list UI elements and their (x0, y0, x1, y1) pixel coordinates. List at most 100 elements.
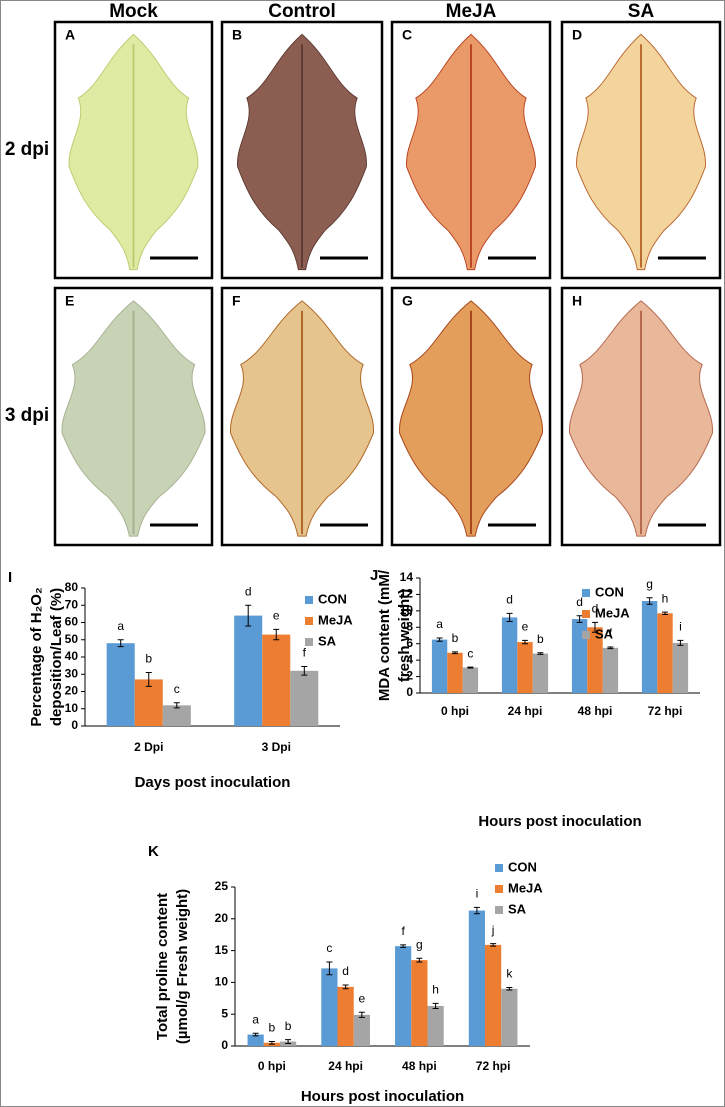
y-tick-label: 10 (400, 603, 414, 617)
legend-swatch (495, 864, 503, 872)
bar (290, 670, 319, 726)
significance-letter: i (679, 620, 682, 634)
error-bar (432, 1002, 439, 1009)
panel-letter: H (572, 293, 582, 309)
legend-label: SA (318, 633, 337, 648)
significance-letter: c (467, 646, 473, 660)
bar (501, 988, 518, 1046)
x-tick-label: 0 hpi (258, 1059, 286, 1073)
bar (431, 639, 448, 693)
error-bar (326, 961, 333, 976)
legend-label: SA (508, 901, 527, 916)
y-tick-label: 60 (65, 615, 79, 629)
y-tick-label: 15 (215, 943, 229, 957)
bar (447, 652, 463, 693)
significance-letter: h (662, 591, 669, 605)
y-axis-label: Percentage of H₂O₂ (28, 587, 45, 726)
error-bar (677, 639, 684, 646)
y-axis-label: MDA content (mM/ (376, 569, 393, 701)
panel-label: K (148, 843, 159, 860)
error-bar (301, 665, 308, 676)
column-header: MeJA (446, 1, 497, 22)
x-tick-label: 48 hpi (578, 704, 613, 718)
bar (321, 968, 338, 1046)
legend-swatch (305, 596, 313, 604)
significance-letter: g (646, 577, 653, 591)
x-axis-label: Hours post inoculation (478, 813, 641, 830)
significance-letter: b (452, 631, 459, 645)
error-bar (400, 944, 407, 948)
y-tick-label: 50 (65, 632, 79, 646)
panel-letter: E (65, 293, 74, 309)
bar (395, 946, 412, 1046)
bar (162, 705, 191, 726)
bar (657, 613, 673, 693)
significance-letter: d (245, 584, 252, 598)
y-tick-label: 14 (400, 570, 414, 584)
error-bar (416, 957, 423, 963)
y-axis-label: (µmol/g Fresh weight) (174, 889, 191, 1044)
significance-letter: g (416, 937, 423, 951)
y-tick-label: 20 (65, 684, 79, 698)
significance-letter: e (522, 620, 529, 634)
bar (411, 960, 428, 1046)
bar (134, 679, 163, 726)
leaf-photo (68, 33, 199, 271)
significance-letter: a (252, 1012, 259, 1026)
x-tick-label: 24 hpi (328, 1059, 363, 1073)
y-tick-label: 0 (221, 1038, 228, 1052)
legend-label: MeJA (318, 612, 353, 627)
panel-label: J (370, 567, 378, 584)
error-bar (490, 943, 497, 947)
legend-label: MeJA (595, 605, 630, 620)
significance-letter: d (506, 592, 513, 606)
leaf-photo (236, 33, 368, 271)
y-tick-label: 25 (215, 879, 229, 893)
significance-letter: c (174, 682, 180, 696)
y-tick-label: 10 (215, 975, 229, 989)
y-tick-label: 8 (406, 619, 413, 633)
y-tick-label: 10 (65, 701, 79, 715)
error-bar (506, 612, 513, 623)
panel-letter: C (402, 27, 412, 43)
significance-letter: b (285, 1019, 292, 1033)
y-tick-label: 40 (65, 649, 79, 663)
error-bar (268, 1041, 275, 1045)
legend-label: CON (595, 584, 624, 599)
bar (462, 667, 479, 693)
x-tick-label: 3 Dpi (262, 740, 291, 754)
error-bar (436, 637, 443, 642)
legend-swatch (305, 617, 313, 625)
error-bar (145, 672, 152, 687)
column-header: SA (628, 1, 655, 22)
error-bar (522, 639, 528, 645)
y-tick-label: 4 (406, 652, 413, 666)
legend-swatch (582, 589, 590, 597)
y-axis-label: deposition/Leaf (%) (48, 588, 65, 726)
bar (262, 634, 291, 726)
bar (571, 619, 588, 693)
error-bar (452, 651, 458, 655)
y-tick-label: 2 (406, 669, 413, 683)
error-bar (467, 666, 474, 669)
panel-label: I (8, 569, 12, 586)
y-tick-label: 70 (65, 597, 79, 611)
error-bar (662, 611, 668, 616)
error-bar (646, 597, 653, 605)
row-header: 2 dpi (5, 139, 49, 160)
error-bar (473, 906, 480, 915)
significance-letter: k (506, 967, 513, 981)
significance-letter: f (401, 924, 405, 938)
significance-letter: d (576, 595, 583, 609)
bar (672, 642, 689, 693)
x-tick-label: 0 hpi (441, 704, 469, 718)
legend-swatch (305, 638, 313, 646)
legend-swatch (582, 631, 590, 639)
significance-letter: d (592, 602, 599, 616)
leaf-photo (575, 33, 707, 271)
significance-letter: d (342, 964, 349, 978)
bar (517, 642, 533, 693)
leaf-photo (398, 300, 544, 537)
y-axis-label: Total proline content (154, 893, 171, 1040)
